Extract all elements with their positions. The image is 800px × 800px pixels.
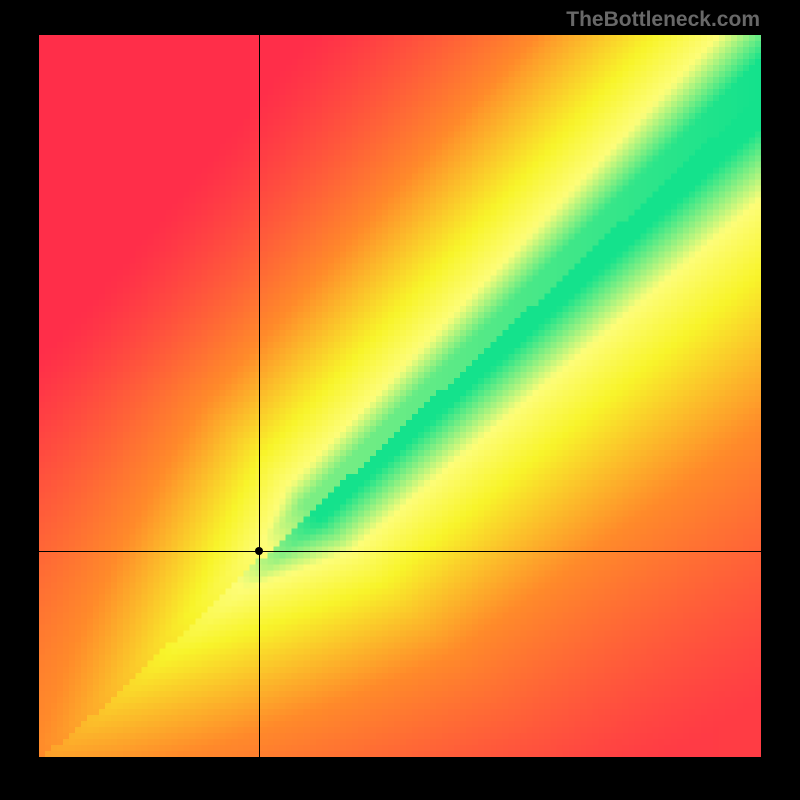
heatmap-canvas <box>39 35 761 757</box>
crosshair-horizontal <box>39 551 761 552</box>
crosshair-vertical <box>259 35 260 757</box>
chart-container: TheBottleneck.com <box>0 0 800 800</box>
watermark-text: TheBottleneck.com <box>566 8 760 32</box>
plot-area <box>39 35 761 757</box>
